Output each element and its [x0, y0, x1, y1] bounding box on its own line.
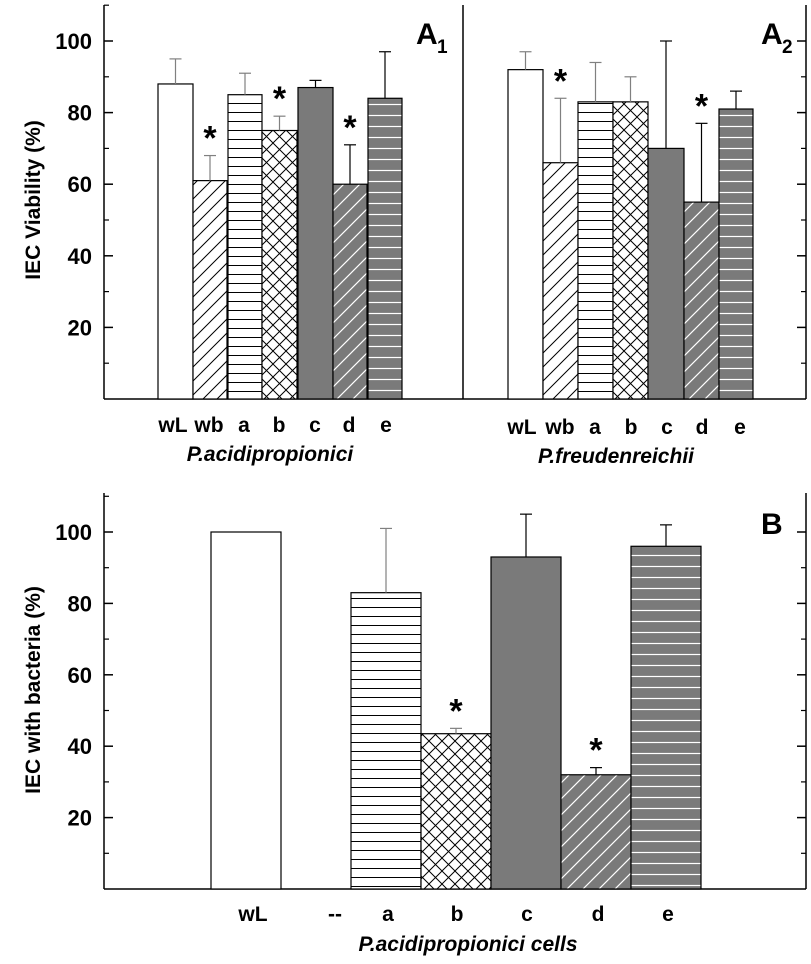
panel-a: A 1 A 2 IEC Viability (%) P.acidipropion…: [22, 4, 807, 468]
panel-a1-subscript: 1: [437, 37, 448, 58]
panel-a2-label: A 2: [761, 18, 793, 58]
panel-a1-label: A 1: [416, 18, 448, 58]
category-label-b: b: [273, 414, 286, 437]
bar-wL: [210, 531, 282, 890]
category-label-wb: wb: [193, 414, 223, 437]
panel-b-y-ticks: 20 40 60 80 100: [55, 495, 806, 854]
category-label-d: d: [592, 903, 605, 926]
significance-asterisk: *: [203, 120, 217, 158]
bar-b: [261, 129, 298, 400]
significance-asterisk: *: [273, 80, 287, 118]
category-label-d: d: [696, 416, 709, 439]
bar-c: [647, 147, 685, 400]
category-label-c: c: [309, 414, 321, 437]
bar-d: [683, 201, 720, 400]
category-label-d: d: [343, 414, 356, 437]
bar-wL: [157, 83, 194, 400]
y-tick-label: 40: [68, 734, 92, 759]
bar-d: [332, 183, 368, 400]
y-tick-label: 60: [68, 663, 92, 688]
bar-e: [367, 97, 403, 400]
y-tick-label: 60: [68, 172, 92, 197]
bar-a: [227, 94, 263, 400]
panel-b-bars: wL -- a * b c * d e: [210, 513, 702, 926]
category-label-e: e: [380, 414, 392, 437]
category-label-a: a: [589, 416, 601, 439]
category-label-a: a: [238, 414, 250, 437]
category-label-a: a: [382, 903, 394, 926]
category-label-b: b: [451, 903, 464, 926]
y-tick-label: 80: [68, 591, 92, 616]
y-tick-label: 100: [55, 520, 92, 545]
significance-asterisk: *: [554, 62, 568, 100]
y-tick-label: 20: [68, 315, 92, 340]
y-tick-label: 40: [68, 244, 92, 269]
y-tick-label: 20: [68, 806, 92, 831]
panel-a2-letter: A: [761, 18, 783, 51]
panel-b-letter: B: [761, 508, 783, 541]
bar-c: [490, 556, 562, 890]
significance-asterisk: *: [589, 732, 603, 770]
panel-b-y-axis-title: IEC with bacteria (%): [22, 586, 45, 794]
bar-a: [350, 592, 422, 890]
category-label-b: b: [625, 416, 638, 439]
bar-b: [420, 733, 492, 890]
category-label-wL: wL: [237, 903, 267, 926]
significance-asterisk: *: [343, 109, 357, 147]
bar-wb: [542, 162, 579, 400]
bar-wb: [192, 180, 228, 400]
category-label-wb: wb: [544, 416, 574, 439]
panel-b-group-label: P.acidipropionici cells: [358, 933, 577, 956]
bar-c: [297, 86, 334, 400]
category-label-none: --: [328, 903, 342, 926]
category-label-c: c: [521, 903, 533, 926]
bar-e: [630, 545, 702, 890]
panel-b: B IEC with bacteria (%) P.acidipropionic…: [22, 493, 807, 956]
bar-a: [577, 101, 614, 400]
significance-asterisk: *: [449, 692, 463, 730]
panel-a2-bars: wL * wb a b c * d e: [506, 40, 754, 439]
significance-asterisk: *: [695, 87, 709, 125]
panel-a1-bars: wL * wb a * b c * d e: [157, 51, 403, 437]
category-label-wL: wL: [157, 414, 187, 437]
category-label-c: c: [661, 416, 673, 439]
panel-a2-group-label: P.freudenreichii: [538, 445, 695, 468]
panel-a1-y-ticks: 20 40 60 80 100: [55, 4, 806, 364]
y-tick-label: 80: [68, 101, 92, 126]
category-label-wL: wL: [506, 416, 536, 439]
panel-a-y-axis-title: IEC Viability (%): [22, 120, 45, 279]
bar-e: [718, 108, 754, 400]
panel-a1-letter: A: [416, 18, 438, 51]
panel-a2-subscript: 2: [782, 37, 793, 58]
bar-d: [560, 774, 632, 890]
y-tick-label: 100: [55, 29, 92, 54]
panel-a1-group-label: P.acidipropionici: [187, 443, 355, 466]
bar-wL: [507, 69, 544, 400]
category-label-e: e: [734, 416, 746, 439]
bar-b: [612, 101, 649, 400]
category-label-e: e: [662, 903, 674, 926]
